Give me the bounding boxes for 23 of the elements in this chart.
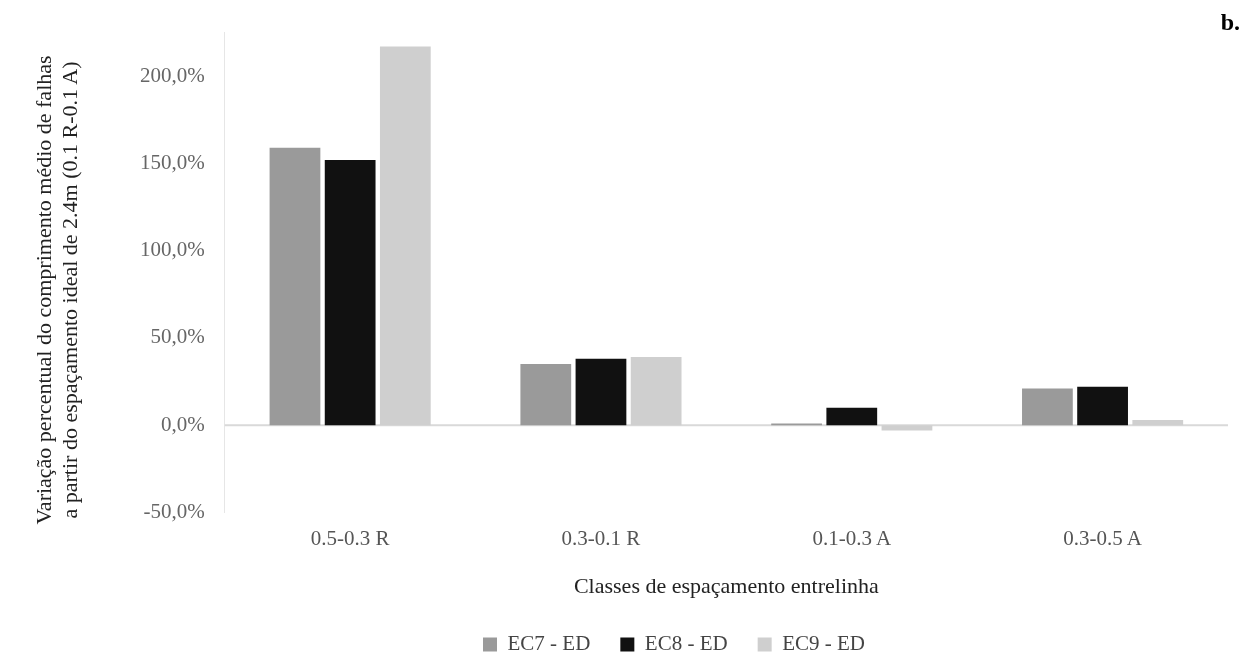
y-tick-label: -50,0% (143, 498, 205, 523)
y-axis-title: Variação percentual do comprimento médio de falhas a partir do espaçamento ideal de 2.4m (0.1 R-0.1 A) (30, 55, 82, 525)
bar (1077, 386, 1128, 426)
x-tick-label: 0.3-0.1 R (561, 525, 641, 550)
bar (520, 364, 572, 426)
y-tick-label: 50,0% (150, 324, 205, 349)
x-tick-label: 0.5-0.3 R (310, 525, 390, 550)
bar (269, 147, 321, 426)
y-tick-label: 100,0% (139, 237, 205, 262)
bar (324, 159, 376, 426)
y-tick-label: 0,0% (160, 411, 205, 436)
legend-label: EC7 - ED (507, 631, 591, 656)
annotation: b. (1220, 9, 1240, 36)
bar (1022, 388, 1073, 426)
x-axis-title: Classes de espaçamento entrelinha (573, 572, 880, 598)
x-tick-label: 0.3-0.5 A (1063, 525, 1143, 550)
bar (826, 407, 878, 426)
y-tick-label: 200,0% (139, 62, 205, 87)
y-tick-label: 150,0% (139, 149, 205, 174)
bar (575, 358, 627, 426)
legend-label: EC8 - ED (644, 631, 728, 656)
x-tick-label: 0.1-0.3 A (812, 525, 892, 550)
legend-label: EC9 - ED (782, 631, 865, 656)
